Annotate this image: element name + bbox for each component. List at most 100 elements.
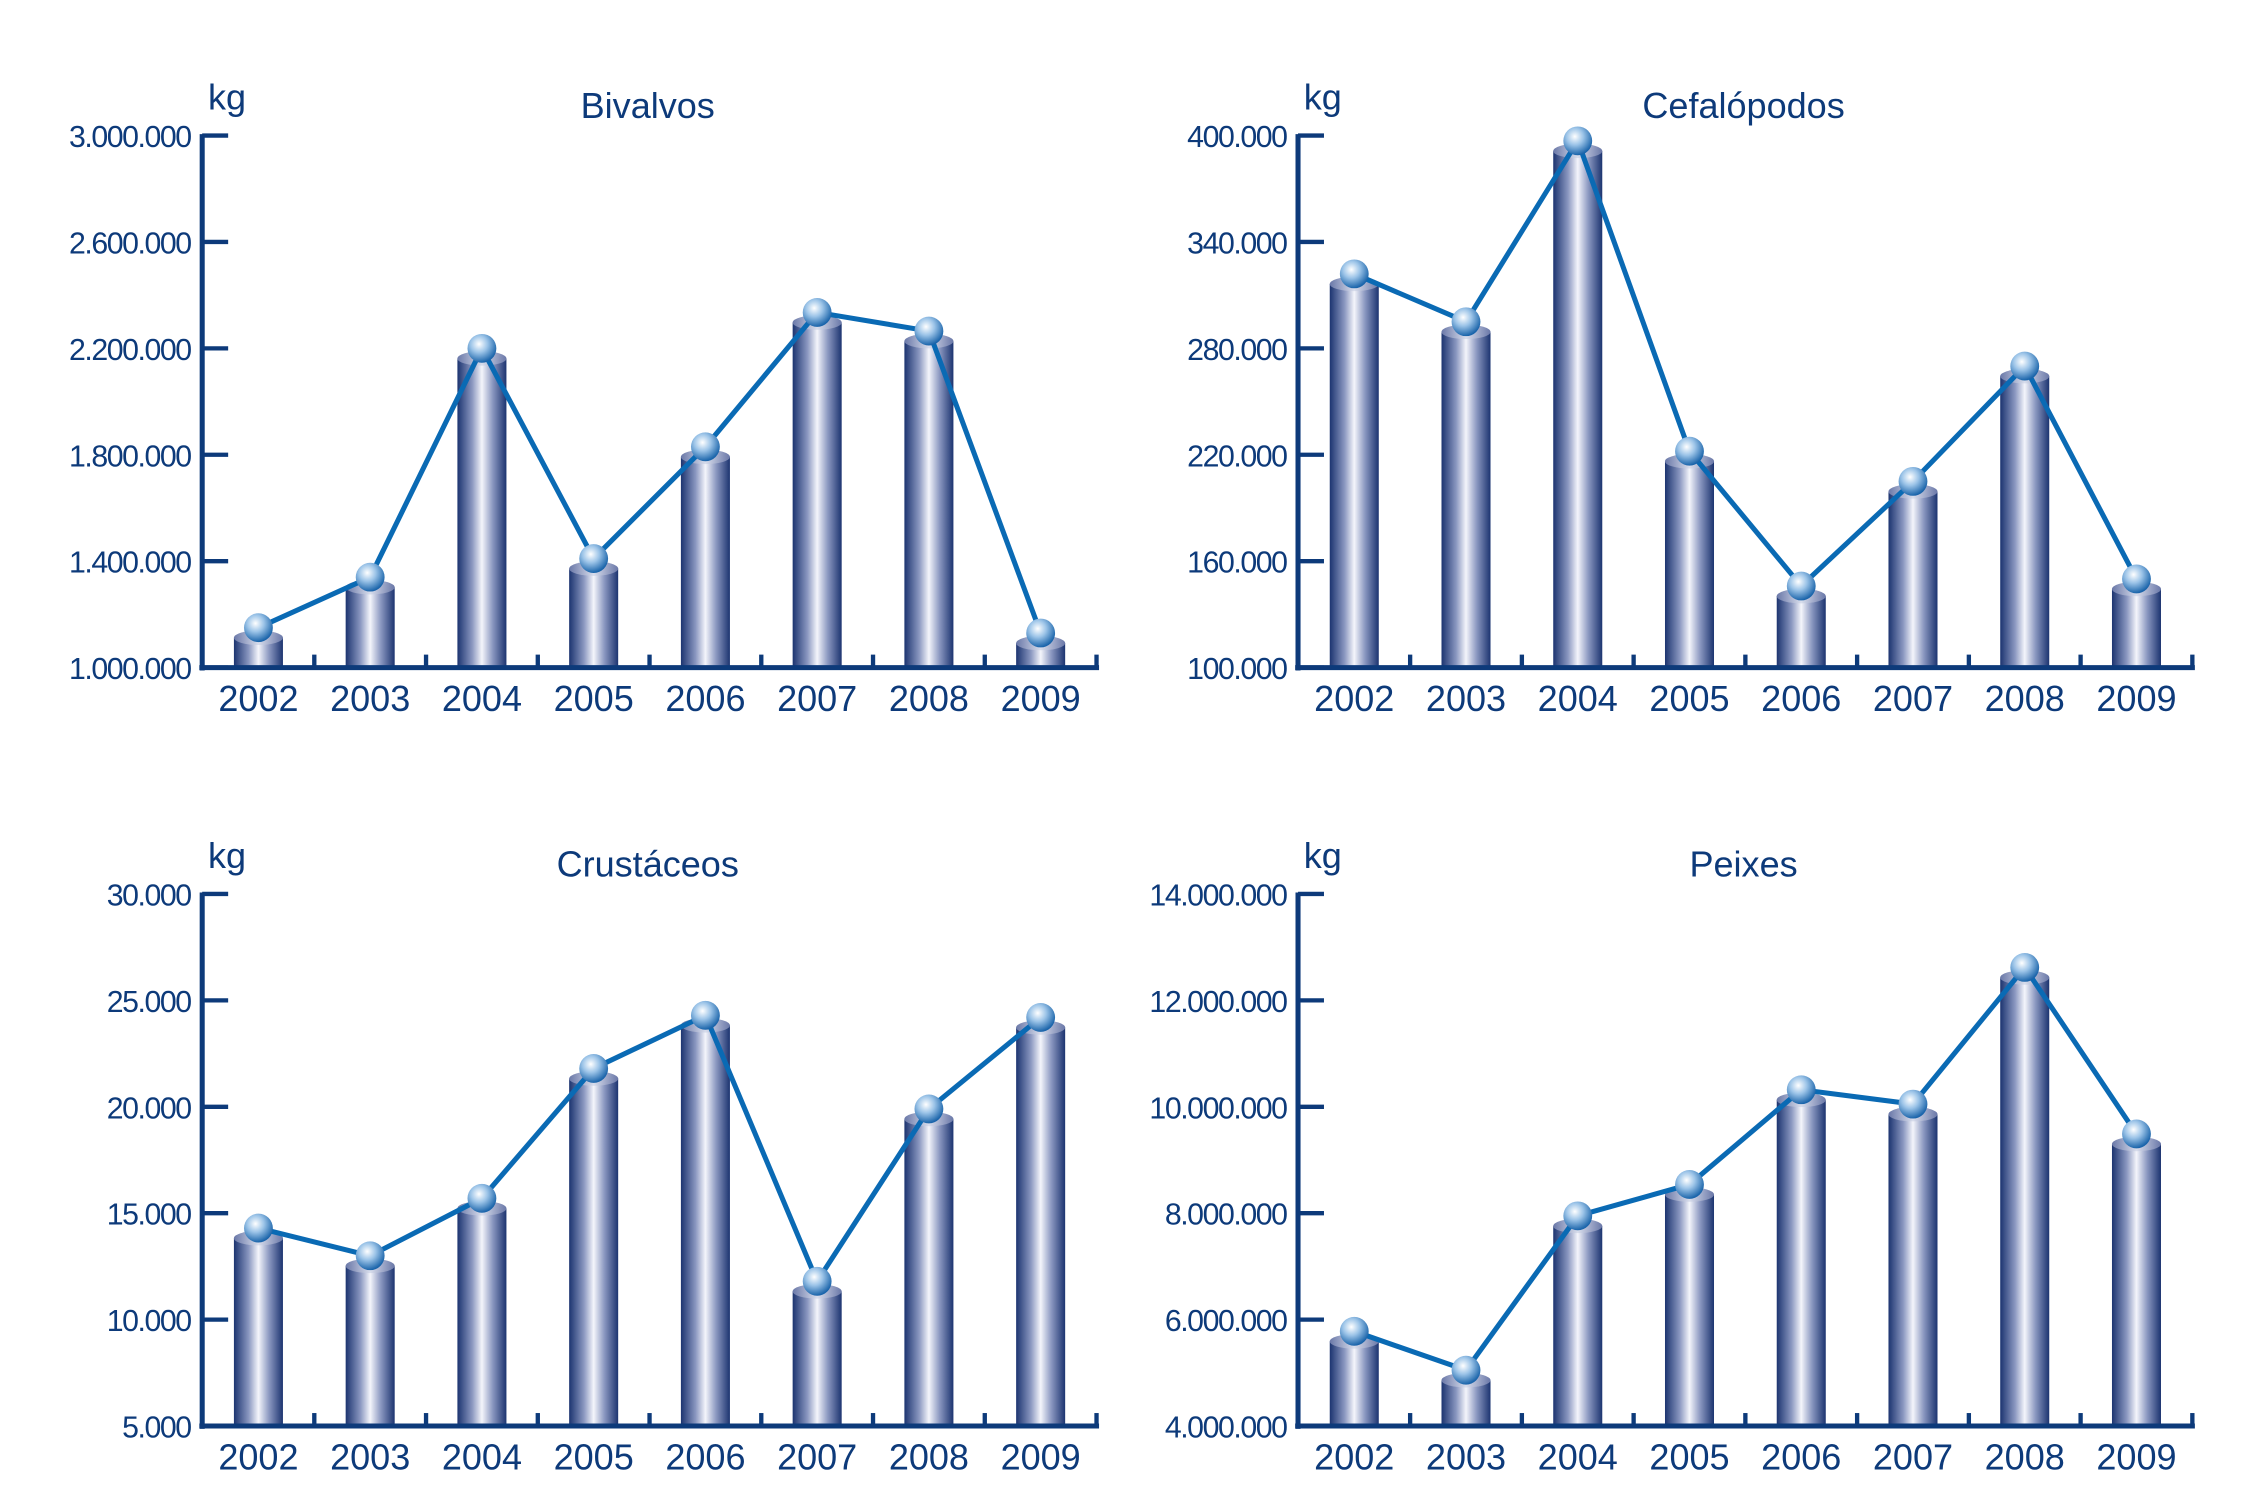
data-point-2004 bbox=[1563, 126, 1593, 156]
y-axis-unit: kg bbox=[208, 835, 246, 876]
bar-2007 bbox=[792, 1291, 842, 1427]
x-tick-label: 2005 bbox=[1649, 678, 1729, 719]
data-point-2004 bbox=[467, 333, 497, 363]
bar-2009 bbox=[1016, 1027, 1066, 1427]
x-tick-label: 2006 bbox=[1761, 678, 1841, 719]
x-tick-label: 2005 bbox=[554, 1436, 634, 1477]
bar-2002 bbox=[1329, 1341, 1379, 1427]
data-point-2004 bbox=[467, 1183, 497, 1213]
chart-panel-crustáceos: Crustáceos kg 5.000 10.000 15.000 20.000 25.00… bbox=[107, 835, 1100, 1477]
series-line bbox=[257, 309, 1044, 634]
bar-2008 bbox=[2000, 977, 2050, 1427]
chart-title: Bivalvos bbox=[581, 85, 715, 126]
bar-2007 bbox=[1888, 1114, 1938, 1427]
y-tick-label: 2.600.000 bbox=[69, 227, 191, 260]
bar-2003 bbox=[345, 1265, 395, 1427]
bar-2007 bbox=[1888, 491, 1938, 668]
bar-2009 bbox=[2111, 589, 2161, 668]
x-tick-label: 2003 bbox=[1426, 678, 1506, 719]
x-tick-label: 2002 bbox=[218, 678, 298, 719]
y-axis-unit: kg bbox=[1304, 77, 1342, 118]
y-tick-label: 280.000 bbox=[1187, 334, 1287, 367]
data-point-2006 bbox=[1786, 1075, 1816, 1105]
data-point-2009 bbox=[1026, 1002, 1056, 1032]
y-tick-label: 30.000 bbox=[107, 880, 192, 913]
y-tick-label: 8.000.000 bbox=[1165, 1199, 1287, 1232]
series-line bbox=[1353, 135, 2139, 590]
bar-2004 bbox=[1553, 1225, 1603, 1427]
x-tick-label: 2009 bbox=[1001, 678, 1081, 719]
x-tick-label: 2003 bbox=[330, 678, 410, 719]
series-line bbox=[1353, 963, 2139, 1374]
y-tick-label: 6.000.000 bbox=[1165, 1305, 1287, 1338]
y-tick-label: 12.000.000 bbox=[1149, 986, 1287, 1019]
data-point-2002 bbox=[244, 613, 273, 643]
data-point-2005 bbox=[1675, 1170, 1704, 1199]
data-point-2005 bbox=[579, 1054, 609, 1083]
y-tick-label: 340.000 bbox=[1187, 227, 1287, 260]
y-tick-label: 4.000.000 bbox=[1165, 1412, 1287, 1445]
data-point-2002 bbox=[1339, 1316, 1369, 1346]
bar-2009 bbox=[2111, 1144, 2161, 1427]
x-tick-label: 2007 bbox=[777, 1436, 857, 1477]
x-tick-label: 2009 bbox=[2096, 1436, 2176, 1477]
bar-2006 bbox=[1776, 1099, 1826, 1427]
x-tick-label: 2004 bbox=[1538, 1436, 1618, 1477]
bar-2005 bbox=[569, 568, 619, 668]
bar-2008 bbox=[904, 341, 954, 668]
x-tick-label: 2007 bbox=[1873, 678, 1953, 719]
x-tick-label: 2006 bbox=[1761, 1436, 1841, 1477]
data-point-2005 bbox=[579, 544, 609, 573]
data-point-2009 bbox=[2122, 564, 2151, 594]
data-point-2007 bbox=[802, 1266, 832, 1296]
bar-2002 bbox=[1329, 283, 1379, 668]
y-axis-unit: kg bbox=[1304, 835, 1342, 876]
x-tick-label: 2005 bbox=[1649, 1436, 1729, 1477]
data-point-2003 bbox=[1451, 307, 1481, 337]
chart-title: Peixes bbox=[1689, 844, 1797, 885]
bar-2004 bbox=[1553, 150, 1603, 668]
bar-2003 bbox=[1441, 1380, 1491, 1427]
bar-2006 bbox=[680, 1025, 730, 1427]
data-point-2004 bbox=[1563, 1201, 1593, 1231]
y-axis-unit: kg bbox=[208, 77, 246, 118]
x-tick-label: 2002 bbox=[1314, 678, 1394, 719]
x-tick-label: 2004 bbox=[442, 678, 522, 719]
data-point-2008 bbox=[2010, 351, 2040, 381]
chart-panel-bivalvos: Bivalvos kg 1.000.000 1.400.000 1.800.000 2.2… bbox=[69, 77, 1100, 719]
bar-2005 bbox=[1664, 461, 1715, 668]
data-point-2009 bbox=[2122, 1119, 2151, 1149]
x-tick-label: 2004 bbox=[1538, 678, 1618, 719]
data-point-2008 bbox=[914, 1094, 944, 1124]
x-tick-label: 2008 bbox=[1985, 678, 2065, 719]
y-tick-label: 3.000.000 bbox=[69, 121, 191, 154]
chart-title: Crustáceos bbox=[557, 844, 739, 885]
y-tick-label: 160.000 bbox=[1187, 547, 1287, 580]
y-tick-label: 100.000 bbox=[1187, 653, 1287, 686]
data-point-2007 bbox=[802, 298, 832, 327]
bar-2005 bbox=[569, 1078, 619, 1427]
data-point-2003 bbox=[355, 562, 385, 592]
data-point-2006 bbox=[1786, 571, 1816, 601]
x-tick-label: 2008 bbox=[1985, 1436, 2065, 1477]
x-tick-label: 2009 bbox=[2096, 678, 2176, 719]
data-point-2003 bbox=[1451, 1355, 1481, 1385]
y-tick-label: 1.800.000 bbox=[69, 440, 191, 473]
y-tick-label: 15.000 bbox=[107, 1199, 192, 1232]
x-tick-label: 2007 bbox=[777, 678, 857, 719]
data-point-2003 bbox=[355, 1241, 385, 1271]
bar-2007 bbox=[792, 322, 842, 668]
y-tick-label: 10.000.000 bbox=[1149, 1092, 1287, 1125]
y-tick-label: 1.400.000 bbox=[69, 547, 191, 580]
x-tick-label: 2008 bbox=[889, 678, 969, 719]
x-tick-label: 2005 bbox=[554, 678, 634, 719]
data-point-2008 bbox=[2010, 952, 2040, 982]
x-tick-label: 2009 bbox=[1001, 1436, 1081, 1477]
chart-panel-cefalópodos: Cefalópodos kg 100.000 160.000 220.000 280.00… bbox=[1187, 77, 2195, 719]
bar-2003 bbox=[1441, 331, 1491, 668]
bar-2004 bbox=[457, 358, 507, 668]
bar-2003 bbox=[345, 587, 395, 668]
bar-2006 bbox=[1776, 596, 1826, 668]
data-point-2007 bbox=[1898, 1089, 1928, 1119]
